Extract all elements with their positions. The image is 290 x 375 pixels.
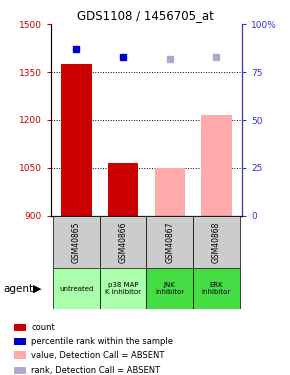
Bar: [100, 268, 146, 309]
Text: agent: agent: [3, 284, 33, 294]
Bar: [193, 268, 240, 309]
Bar: [100, 216, 146, 268]
Text: GSM40865: GSM40865: [72, 221, 81, 262]
Text: GSM40867: GSM40867: [165, 221, 174, 262]
Bar: [14, 338, 26, 345]
Text: JNK
inhibitor: JNK inhibitor: [155, 282, 184, 295]
Bar: [14, 367, 26, 374]
Text: value, Detection Call = ABSENT: value, Detection Call = ABSENT: [31, 351, 165, 360]
Text: rank, Detection Call = ABSENT: rank, Detection Call = ABSENT: [31, 366, 160, 375]
Bar: [14, 324, 26, 331]
Bar: [53, 268, 100, 309]
Bar: [193, 216, 240, 268]
Text: p38 MAP
K inhibitor: p38 MAP K inhibitor: [105, 282, 141, 295]
Bar: [53, 216, 100, 268]
Bar: [14, 351, 26, 359]
Text: untreated: untreated: [59, 286, 94, 292]
Bar: [146, 268, 193, 309]
Bar: [201, 115, 232, 216]
Text: ERK
inhibitor: ERK inhibitor: [202, 282, 231, 295]
Text: GSM40868: GSM40868: [212, 221, 221, 262]
Text: GSM40866: GSM40866: [119, 221, 128, 262]
Bar: [61, 64, 92, 216]
Text: GDS1108 / 1456705_at: GDS1108 / 1456705_at: [77, 9, 213, 22]
Text: count: count: [31, 323, 55, 332]
Bar: [146, 216, 193, 268]
Bar: [155, 168, 185, 216]
Text: percentile rank within the sample: percentile rank within the sample: [31, 337, 173, 346]
Bar: [108, 163, 138, 216]
Text: ▶: ▶: [33, 284, 42, 294]
